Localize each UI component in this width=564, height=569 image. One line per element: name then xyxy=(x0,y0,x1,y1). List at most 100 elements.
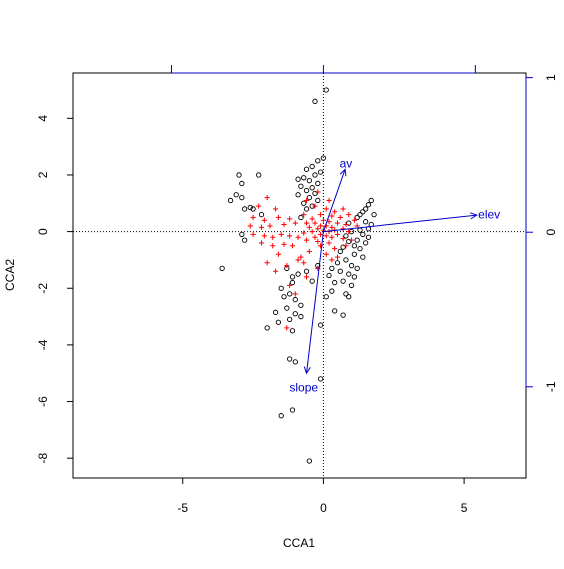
species-point xyxy=(315,189,321,195)
species-point xyxy=(275,251,281,257)
site-point xyxy=(281,294,287,300)
species-point xyxy=(340,226,346,232)
species-point xyxy=(329,213,335,219)
site-point xyxy=(241,206,248,212)
species-point xyxy=(318,243,324,249)
site-point xyxy=(332,279,338,286)
species-point xyxy=(318,223,324,229)
species-point xyxy=(289,243,296,249)
site-point xyxy=(354,265,360,272)
site-point xyxy=(258,211,265,218)
site-point xyxy=(317,376,324,382)
secondary-axes: 1 0 -1 xyxy=(170,65,558,392)
site-point xyxy=(306,194,312,201)
species-point xyxy=(306,224,312,230)
species-point xyxy=(275,214,281,221)
site-point xyxy=(323,294,329,300)
species-point xyxy=(264,195,270,201)
species-point xyxy=(261,233,267,239)
species-point xyxy=(256,203,262,209)
site-point xyxy=(315,197,321,204)
site-point xyxy=(284,305,290,311)
species-point xyxy=(312,203,318,209)
species-point xyxy=(318,231,324,238)
site-point xyxy=(351,274,358,280)
site-point xyxy=(346,220,352,226)
species-point xyxy=(332,209,338,215)
species-point xyxy=(303,197,310,204)
species-point xyxy=(281,241,287,247)
site-point xyxy=(250,206,256,212)
site-point xyxy=(362,240,369,246)
species-point xyxy=(334,220,341,226)
site-point xyxy=(351,243,358,249)
species-point xyxy=(337,214,343,221)
site-point xyxy=(301,175,307,181)
species-point xyxy=(340,206,346,212)
y-tick-label: -4 xyxy=(36,339,50,350)
site-point xyxy=(239,231,245,238)
site-point xyxy=(278,285,284,291)
species-point xyxy=(329,224,335,230)
species-point xyxy=(332,245,338,252)
site-point xyxy=(239,180,245,187)
site-point xyxy=(295,271,301,277)
species-point xyxy=(329,234,335,240)
y-tick-label: -8 xyxy=(36,453,50,464)
species-point xyxy=(287,233,293,239)
site-point xyxy=(247,204,253,211)
y-tick-label: 0 xyxy=(36,228,50,235)
species-point xyxy=(258,240,265,246)
site-point xyxy=(343,257,349,263)
site-point xyxy=(312,98,318,104)
species-point xyxy=(295,234,301,240)
species-point xyxy=(247,223,253,229)
right-tick-label: 0 xyxy=(544,229,558,236)
site-point xyxy=(329,288,335,294)
site-point xyxy=(303,268,310,274)
site-point xyxy=(306,177,312,184)
arrow-label: elev xyxy=(478,208,500,222)
site-point xyxy=(236,172,242,178)
site-point xyxy=(340,278,346,284)
species-point xyxy=(312,234,318,240)
right-tick-label: 1 xyxy=(544,74,558,81)
right-tick-label: -1 xyxy=(544,381,558,392)
species-point xyxy=(292,220,298,226)
site-point xyxy=(326,272,332,279)
species-point xyxy=(334,254,341,260)
site-point xyxy=(256,172,262,178)
site-point xyxy=(309,185,315,191)
x-tick-label: 0 xyxy=(320,501,327,515)
species-point xyxy=(264,260,270,266)
species-point xyxy=(340,236,346,242)
species-point xyxy=(303,274,310,280)
site-point xyxy=(354,214,360,221)
site-point xyxy=(298,183,304,189)
species-point xyxy=(323,251,329,257)
site-point xyxy=(239,194,245,201)
species-point xyxy=(303,220,310,226)
arrow-slope: slope xyxy=(289,231,324,394)
species-point xyxy=(346,229,352,235)
site-point xyxy=(332,308,338,314)
data-points xyxy=(219,87,377,464)
site-point xyxy=(233,192,239,198)
site-point xyxy=(287,356,293,362)
species-point xyxy=(284,325,290,331)
site-point xyxy=(360,231,366,238)
site-point xyxy=(354,237,360,243)
site-point xyxy=(241,237,248,243)
site-point xyxy=(337,248,343,255)
species-point xyxy=(295,257,301,263)
site-point xyxy=(317,169,324,175)
site-point xyxy=(329,265,335,272)
site-point xyxy=(292,359,298,365)
x-tick-label: -5 xyxy=(177,501,188,515)
species-point xyxy=(250,214,256,221)
species-point xyxy=(250,231,256,238)
site-point xyxy=(346,238,352,245)
species-point xyxy=(270,243,276,249)
site-point xyxy=(275,319,282,325)
species-point xyxy=(346,212,352,218)
